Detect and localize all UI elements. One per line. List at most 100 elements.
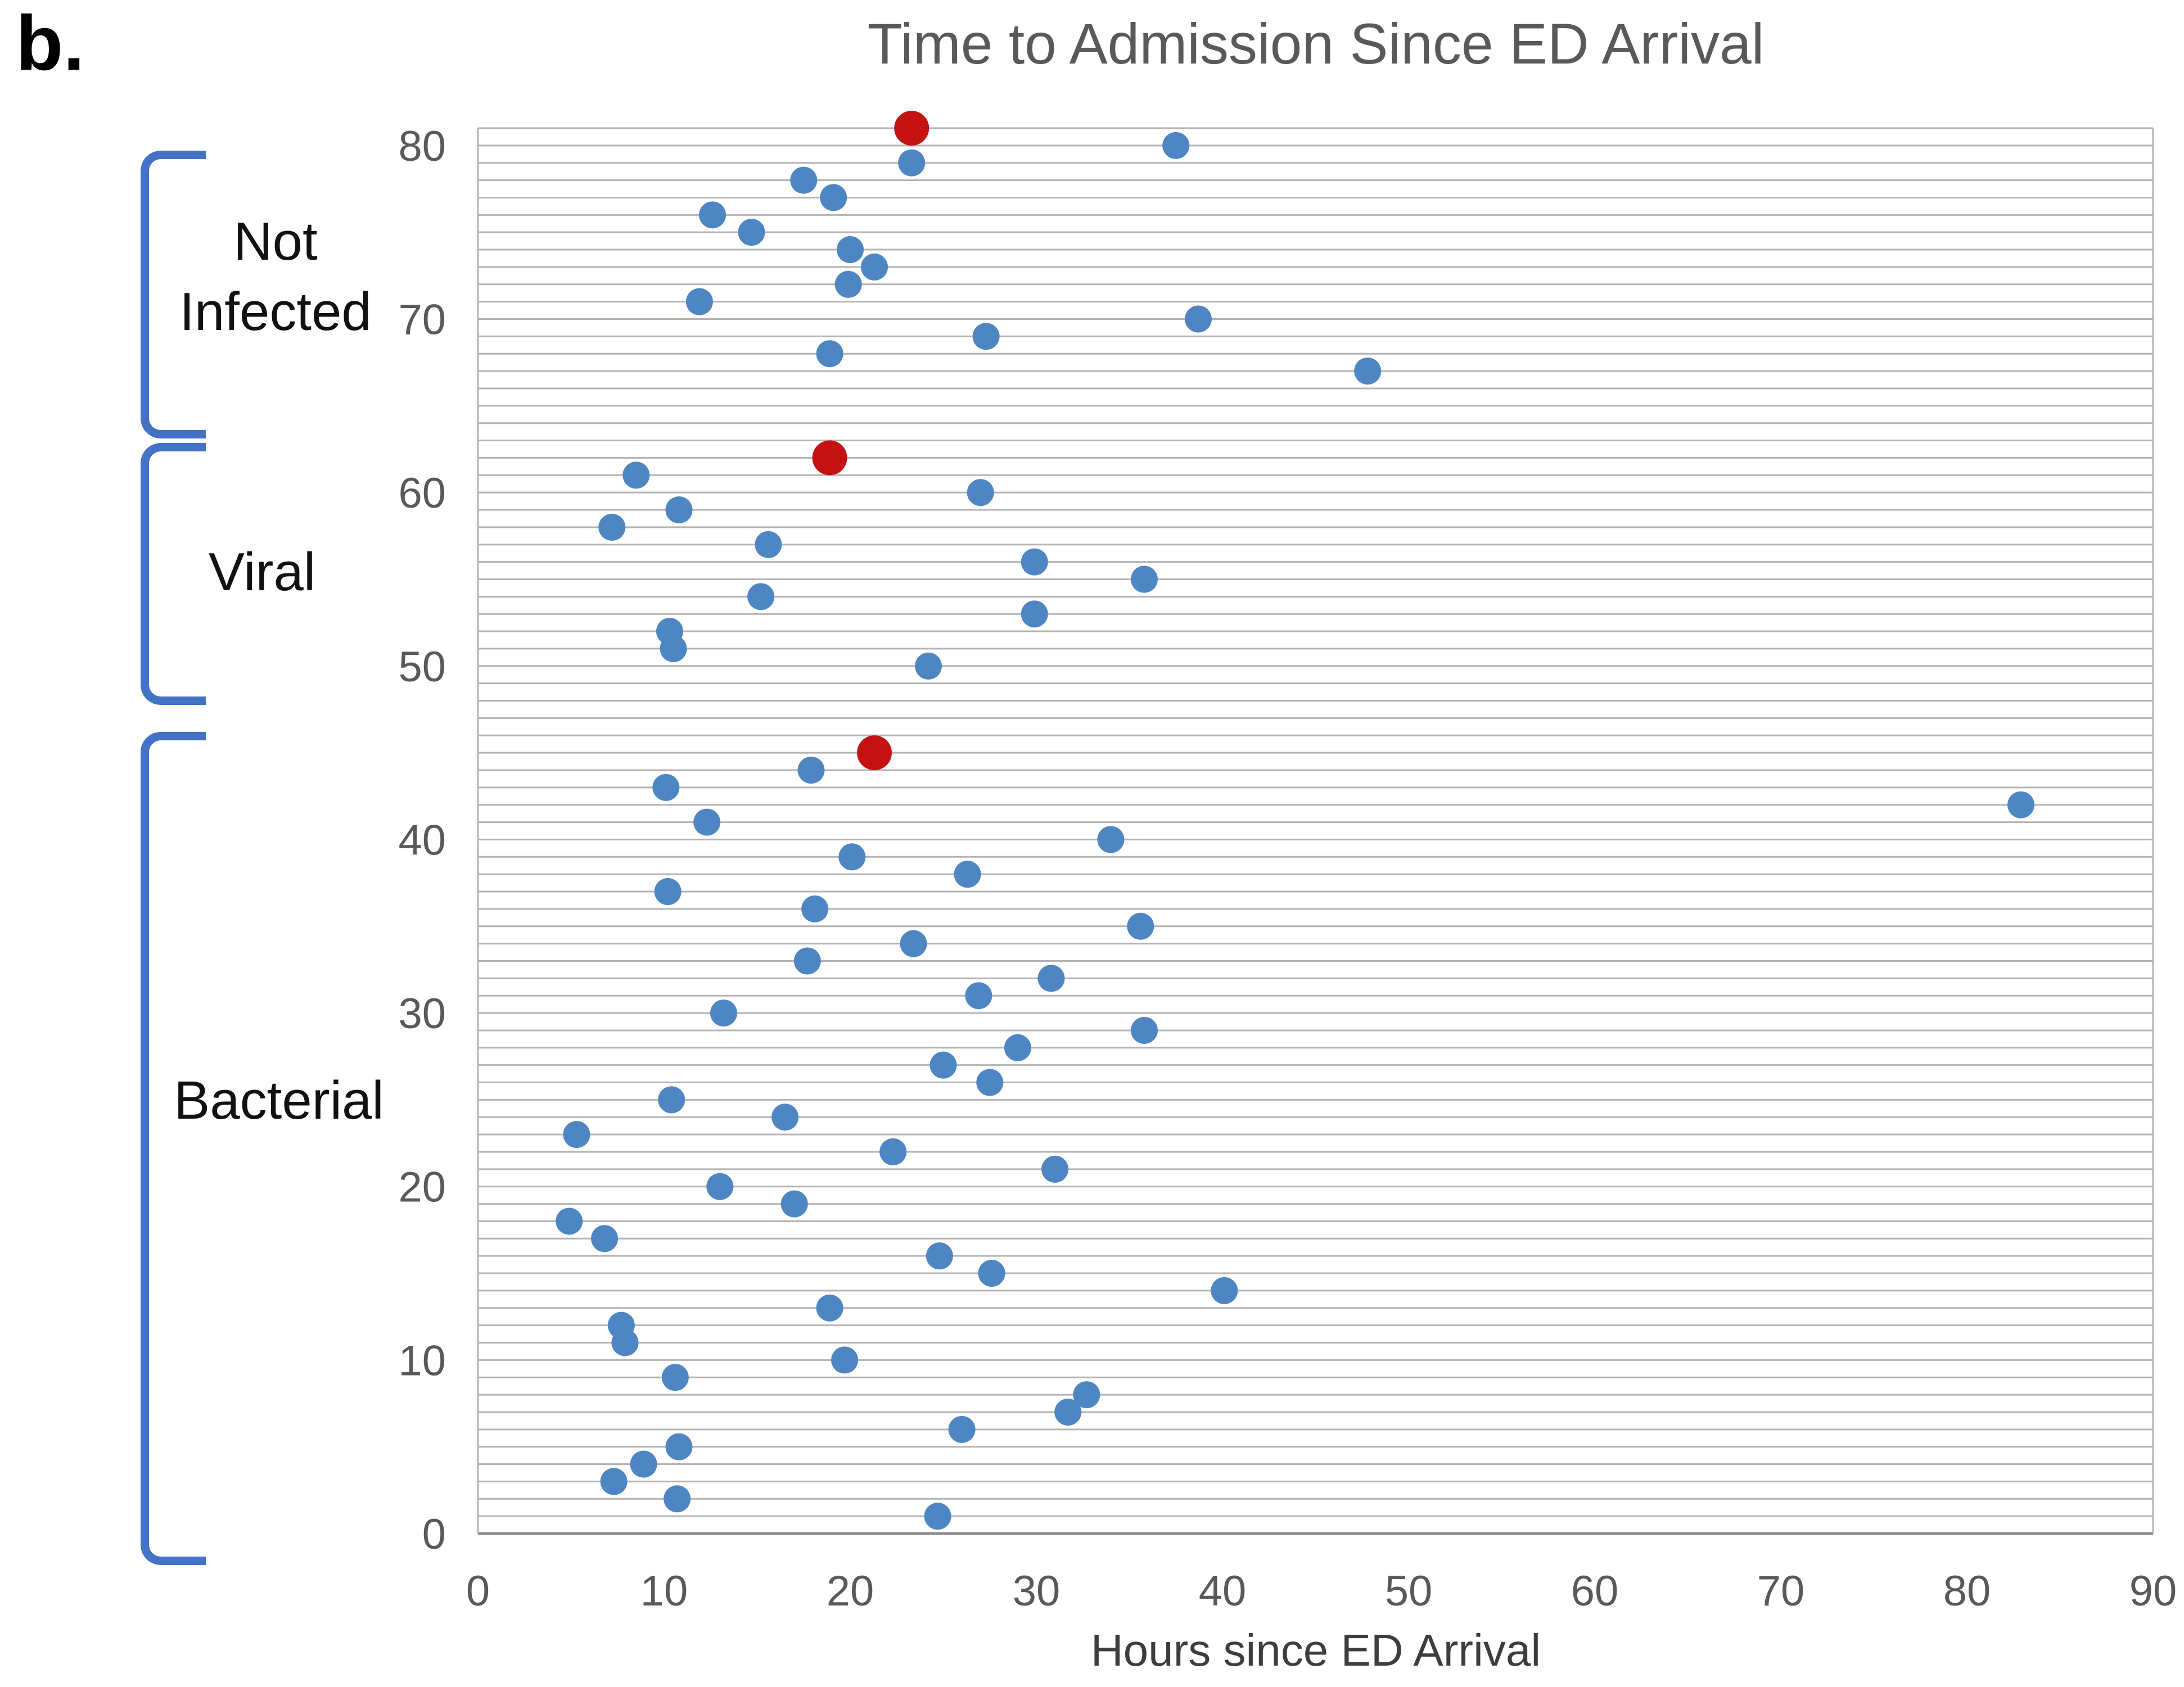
data-point bbox=[793, 947, 821, 975]
data-point bbox=[857, 735, 892, 771]
data-point bbox=[1354, 358, 1382, 385]
data-point bbox=[755, 531, 782, 558]
data-point bbox=[664, 1485, 691, 1513]
data-point bbox=[780, 1190, 808, 1218]
data-point bbox=[563, 1121, 590, 1148]
data-point bbox=[816, 340, 843, 368]
data-point bbox=[556, 1207, 583, 1235]
data-point bbox=[954, 861, 981, 888]
x-tick-label: 70 bbox=[1757, 1567, 1805, 1615]
data-point bbox=[747, 583, 775, 610]
data-point bbox=[978, 1260, 1005, 1287]
x-tick-label: 10 bbox=[640, 1567, 688, 1615]
data-point bbox=[894, 111, 929, 146]
data-point bbox=[591, 1225, 619, 1252]
data-point bbox=[1127, 912, 1154, 940]
y-tick-label: 80 bbox=[398, 123, 446, 170]
data-point bbox=[898, 149, 926, 177]
data-point bbox=[1021, 600, 1048, 628]
data-point bbox=[1211, 1277, 1238, 1304]
data-point bbox=[665, 1433, 693, 1460]
data-point bbox=[1130, 1016, 1158, 1044]
data-point bbox=[831, 1346, 859, 1374]
data-point bbox=[965, 982, 992, 1010]
data-point bbox=[654, 878, 682, 906]
y-tick-label: 60 bbox=[398, 469, 446, 517]
y-tick-label: 20 bbox=[398, 1164, 446, 1211]
bracket-bacterial bbox=[141, 732, 206, 1565]
x-tick-label: 80 bbox=[1943, 1567, 1991, 1615]
data-point bbox=[924, 1503, 951, 1530]
x-tick-label: 0 bbox=[466, 1567, 490, 1615]
data-point bbox=[661, 1364, 689, 1391]
data-point bbox=[771, 1103, 799, 1131]
data-point bbox=[1184, 305, 1212, 333]
data-point bbox=[838, 843, 866, 871]
data-point bbox=[1073, 1381, 1100, 1409]
bracket-not-infected bbox=[141, 151, 206, 438]
data-point bbox=[816, 1294, 843, 1322]
data-point bbox=[1037, 965, 1065, 992]
data-point bbox=[879, 1138, 907, 1165]
data-point bbox=[685, 288, 713, 315]
data-point bbox=[837, 236, 864, 264]
data-point bbox=[660, 635, 687, 662]
data-point bbox=[652, 774, 680, 801]
data-point bbox=[600, 1468, 628, 1495]
x-tick-label: 20 bbox=[827, 1567, 874, 1615]
data-point bbox=[812, 440, 847, 476]
data-point bbox=[738, 219, 765, 246]
data-point bbox=[797, 756, 825, 784]
data-point bbox=[665, 496, 693, 524]
y-tick-label: 0 bbox=[422, 1510, 446, 1558]
data-point bbox=[967, 479, 994, 506]
chart-title: Time to Admission Since ED Arrival bbox=[867, 12, 1765, 76]
data-point bbox=[900, 930, 927, 957]
data-point bbox=[658, 1086, 685, 1114]
data-point bbox=[820, 184, 847, 211]
data-point bbox=[1162, 132, 1190, 159]
data-point bbox=[926, 1242, 953, 1270]
data-point bbox=[598, 513, 626, 541]
y-tick-label: 10 bbox=[398, 1337, 446, 1385]
group-label-viral: Viral bbox=[208, 542, 316, 602]
data-point bbox=[834, 270, 862, 298]
x-tick-label: 50 bbox=[1385, 1567, 1433, 1615]
data-point bbox=[622, 462, 650, 489]
data-point bbox=[710, 999, 737, 1027]
data-point bbox=[1004, 1034, 1031, 1061]
data-point bbox=[790, 166, 818, 194]
data-point bbox=[1041, 1155, 1069, 1183]
data-point bbox=[915, 652, 942, 680]
data-point bbox=[2007, 791, 2034, 818]
data-point bbox=[1054, 1398, 1082, 1426]
y-tick-label: 40 bbox=[398, 816, 446, 864]
data-point bbox=[929, 1051, 957, 1079]
y-tick-label: 30 bbox=[398, 990, 446, 1038]
data-point bbox=[1130, 566, 1158, 593]
figure-label: b. bbox=[16, 0, 85, 87]
group-label-not-infected: Not Infected bbox=[179, 211, 372, 342]
y-tick-label: 70 bbox=[398, 296, 446, 344]
data-point bbox=[706, 1173, 734, 1200]
x-tick-label: 40 bbox=[1199, 1567, 1247, 1615]
data-point bbox=[1021, 548, 1048, 576]
data-point bbox=[972, 323, 1000, 350]
data-point bbox=[611, 1329, 639, 1356]
x-tick-label: 30 bbox=[1013, 1567, 1061, 1615]
data-point bbox=[1097, 826, 1125, 853]
data-point bbox=[948, 1415, 976, 1443]
data-point bbox=[976, 1069, 1004, 1096]
data-point bbox=[699, 201, 727, 229]
x-axis-title: Hours since ED Arrival bbox=[1090, 1625, 1541, 1675]
y-tick-label: 50 bbox=[398, 643, 446, 691]
data-point bbox=[630, 1450, 657, 1478]
data-point bbox=[693, 808, 721, 836]
data-point bbox=[801, 895, 829, 922]
x-tick-label: 60 bbox=[1571, 1567, 1619, 1615]
bracket-viral bbox=[141, 443, 206, 705]
group-label-bacterial: Bacterial bbox=[174, 1070, 384, 1130]
data-point bbox=[861, 253, 888, 281]
